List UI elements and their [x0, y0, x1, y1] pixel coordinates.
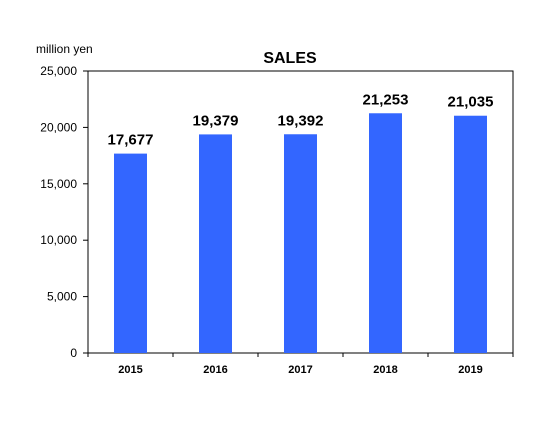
bar-2018: [369, 113, 402, 353]
bar-2019: [454, 115, 487, 354]
bar-2016: [199, 134, 232, 353]
y-tick-label: 5,000: [47, 290, 77, 304]
data-label-2015: 17,677: [108, 132, 154, 149]
data-labels: 17,677 19,379 19,392 21,253 21,035: [108, 91, 494, 148]
data-label-2018: 21,253: [363, 91, 409, 108]
y-axis-unit-label: million yen: [36, 42, 93, 56]
y-tick-label: 15,000: [40, 177, 77, 191]
bar-series: [114, 113, 487, 354]
y-tick-label: 0: [70, 346, 77, 360]
y-tick-label: 25,000: [40, 64, 77, 78]
y-tick-label: 20,000: [40, 120, 77, 134]
bar-2015: [114, 153, 147, 353]
category-label-2016: 2016: [203, 364, 227, 376]
data-label-2016: 19,379: [193, 112, 239, 129]
category-label-2018: 2018: [373, 364, 397, 376]
chart-title: SALES: [263, 50, 317, 67]
y-axis-ticks: 0 5,000 10,000 15,000 20,000 25,000: [40, 64, 88, 360]
x-axis-ticks: [87, 353, 514, 357]
y-tick-label: 10,000: [40, 233, 77, 247]
category-label-2017: 2017: [288, 364, 312, 376]
category-label-2019: 2019: [458, 364, 482, 376]
category-labels: 2015 2016 2017 2018 2019: [118, 364, 482, 376]
category-label-2015: 2015: [118, 364, 142, 376]
data-label-2019: 21,035: [448, 94, 494, 111]
bar-2017: [284, 134, 317, 353]
data-label-2017: 19,392: [278, 112, 324, 129]
